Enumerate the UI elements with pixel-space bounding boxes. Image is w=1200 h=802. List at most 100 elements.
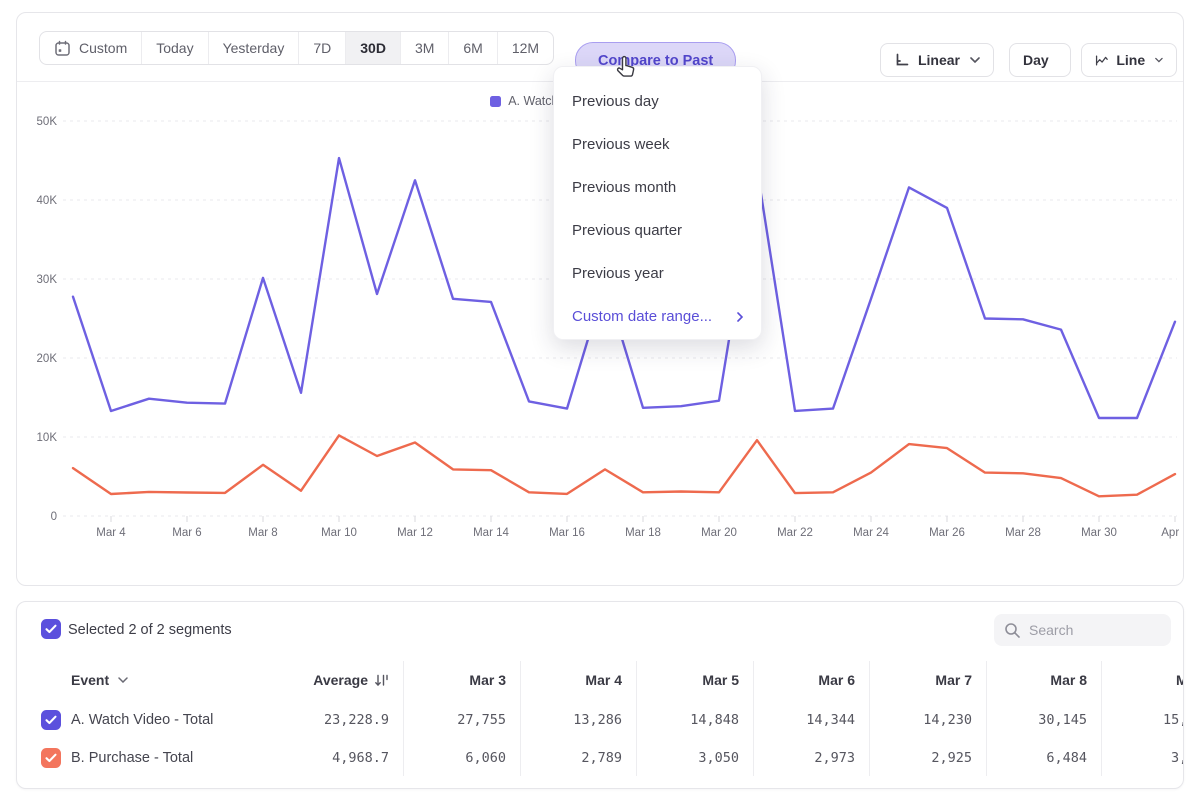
svg-text:Mar 6: Mar 6 [172, 527, 201, 539]
value-cell: 14,344 [806, 712, 855, 728]
svg-text:Mar 26: Mar 26 [929, 527, 965, 539]
scale-label: Linear [917, 52, 960, 68]
svg-text:Mar 30: Mar 30 [1081, 527, 1117, 539]
chart-type-label: Line [1116, 52, 1146, 68]
column-header-mar-5[interactable]: Mar 5 [702, 672, 739, 688]
svg-text:20K: 20K [37, 353, 58, 365]
svg-text:30K: 30K [37, 274, 58, 286]
column-header-cut[interactable]: M [1176, 665, 1183, 695]
svg-text:Mar 14: Mar 14 [473, 527, 509, 539]
menu-item-previous-quarter[interactable]: Previous quarter [572, 222, 683, 239]
range-label: 3M [414, 40, 435, 56]
interval-label: Day [1023, 52, 1049, 68]
value-cell: 2,789 [581, 750, 622, 766]
range-label: Today [156, 40, 194, 56]
svg-text:Mar 20: Mar 20 [701, 527, 737, 539]
check-icon [45, 753, 57, 763]
row-checkbox-a-watch-video-total[interactable] [41, 710, 61, 730]
value-cell: 14,230 [923, 712, 972, 728]
row-label: B. Purchase - Total [71, 750, 194, 766]
select-all-checkbox[interactable] [41, 619, 61, 639]
column-header-mar-6[interactable]: Mar 6 [818, 672, 855, 688]
event-column-header[interactable]: Event [71, 665, 128, 695]
menu-item-previous-year[interactable]: Previous year [572, 265, 664, 282]
value-cell: 14,848 [690, 712, 739, 728]
range-label: Yesterday [222, 40, 285, 56]
chevron-right-icon [737, 311, 743, 322]
menu-item-previous-day[interactable]: Previous day [572, 93, 659, 110]
column-divider [403, 661, 404, 776]
search-box[interactable] [994, 614, 1171, 646]
column-divider [869, 661, 870, 776]
scale-dropdown-button[interactable]: Linear [880, 43, 994, 77]
range-7d-button[interactable]: 7D [298, 32, 345, 64]
svg-text:Mar 12: Mar 12 [397, 527, 433, 539]
range-30d-button[interactable]: 30D [345, 32, 400, 64]
compare-to-past-menu: Previous day Previous week Previous month P… [553, 66, 762, 340]
svg-text:40K: 40K [37, 195, 58, 207]
svg-text:Mar 4: Mar 4 [96, 527, 126, 539]
svg-text:Mar 18: Mar 18 [625, 527, 661, 539]
menu-item-previous-month[interactable]: Previous month [572, 179, 677, 196]
value-cell: 2,925 [931, 750, 972, 766]
custom-date-range-label: Custom date range... [572, 308, 713, 325]
line-chart-icon [1095, 55, 1108, 65]
svg-text:50K: 50K [37, 116, 58, 128]
average-cell: 4,968.7 [332, 750, 389, 766]
range-today-button[interactable]: Today [141, 32, 207, 64]
value-cell: 27,755 [457, 712, 506, 728]
column-header-mar-4[interactable]: Mar 4 [585, 672, 622, 688]
column-divider [753, 661, 754, 776]
chevron-down-icon [118, 677, 128, 683]
chevron-down-icon [1155, 57, 1163, 63]
column-divider [520, 661, 521, 776]
svg-text:10K: 10K [37, 432, 58, 444]
value-cell: 30,145 [1038, 712, 1087, 728]
svg-text:Mar 16: Mar 16 [549, 527, 585, 539]
chevron-down-icon [970, 57, 980, 63]
svg-text:Apr 1: Apr 1 [1161, 527, 1184, 539]
range-label: 30D [360, 40, 386, 56]
range-6m-button[interactable]: 6M [448, 32, 496, 64]
chart-type-dropdown-button[interactable]: Line [1081, 43, 1177, 77]
value-cell-cut: 15, [1163, 712, 1183, 728]
range-label: 6M [463, 40, 483, 56]
range-12m-button[interactable]: 12M [496, 32, 553, 64]
column-divider [1101, 661, 1102, 776]
range-custom-button[interactable]: Custom [40, 32, 141, 64]
calendar-icon [55, 40, 70, 56]
value-cell: 6,484 [1046, 750, 1087, 766]
check-icon [45, 715, 57, 725]
svg-text:Mar 28: Mar 28 [1005, 527, 1041, 539]
selected-segments-text: Selected 2 of 2 segments [68, 622, 232, 638]
value-cell-cut: 3, [1171, 750, 1183, 766]
row-checkbox-b-purchase-total[interactable] [41, 748, 61, 768]
range-3m-button[interactable]: 3M [399, 32, 448, 64]
series-line-b-purchase [71, 434, 1177, 498]
range-yesterday-button[interactable]: Yesterday [207, 32, 299, 64]
check-icon [45, 624, 57, 634]
average-header-label: Average [313, 672, 368, 688]
svg-text:Mar 24: Mar 24 [853, 527, 889, 539]
column-header-mar-3[interactable]: Mar 3 [469, 672, 506, 688]
event-header-label: Event [71, 672, 110, 688]
menu-item-previous-week[interactable]: Previous week [572, 136, 670, 153]
svg-text:Mar 10: Mar 10 [321, 527, 357, 539]
range-label: 7D [313, 40, 332, 56]
svg-text:0: 0 [51, 511, 57, 523]
column-header-mar-8[interactable]: Mar 8 [1050, 672, 1087, 688]
interval-dropdown-button[interactable]: Day [1009, 43, 1071, 77]
menu-item-custom-date-range[interactable]: Custom date range... [554, 295, 761, 338]
legend-swatch [490, 95, 502, 107]
value-cell: 2,973 [814, 750, 855, 766]
column-header-mar-7[interactable]: Mar 7 [935, 672, 972, 688]
series-line-a-watch-video [71, 156, 1177, 420]
value-cell: 3,050 [698, 750, 739, 766]
line-chart: 0 10K 20K 30K 40K 50K Mar 4 Mar 6 Mar 8 Mar 10 Mar… [37, 116, 1184, 539]
search-input[interactable] [1029, 622, 1149, 638]
average-column-header[interactable]: Average [269, 665, 389, 695]
search-icon [1005, 622, 1020, 638]
column-divider [986, 661, 987, 776]
range-label: 12M [511, 40, 540, 56]
